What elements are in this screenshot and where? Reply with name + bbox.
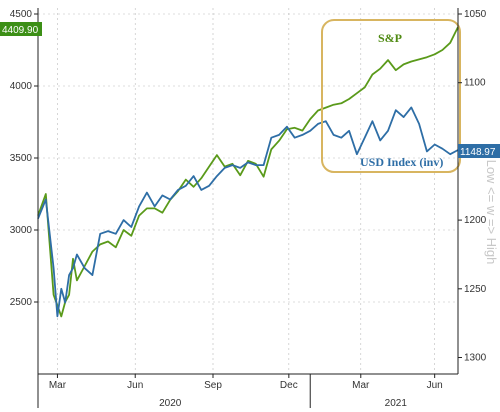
right-tick-label: 1100 <box>464 78 486 89</box>
x-tick-label: Mar <box>49 380 67 391</box>
usd-value-badge: 1148.97 <box>458 144 500 158</box>
x-tick-label: Sep <box>204 380 222 391</box>
usd-annotation: USD Index (inv) <box>360 155 443 169</box>
axes: 2500300035004000450010501100115012001250… <box>10 8 487 409</box>
gridlines <box>38 8 458 374</box>
usd-value-badge-text: 1148.97 <box>460 147 496 158</box>
x-tick-label: Jun <box>127 380 143 391</box>
left-tick-label: 4000 <box>10 81 33 92</box>
usd-series-line <box>37 106 459 318</box>
year-label: 2020 <box>159 398 182 409</box>
right-tick-label: 1300 <box>464 353 487 364</box>
right-tick-label: 1250 <box>464 284 487 295</box>
left-tick-label: 3000 <box>10 225 33 236</box>
sp-series-line <box>37 26 459 318</box>
x-tick-label: Dec <box>280 380 298 391</box>
sp-value-badge-text: 4409.90 <box>2 25 39 36</box>
highlight-box <box>321 19 461 173</box>
left-tick-label: 2500 <box>10 297 33 308</box>
x-tick-label: Jun <box>427 380 443 391</box>
left-tick-label: 3500 <box>10 153 33 164</box>
year-label: 2021 <box>385 398 408 409</box>
sp-annotation: S&P <box>378 31 402 45</box>
right-tick-label: 1200 <box>464 215 487 226</box>
sp-value-badge: 4409.90 <box>0 22 42 36</box>
series-lines <box>37 26 459 318</box>
right-axis-title: Low <= w => High <box>484 160 499 265</box>
left-tick-label: 4500 <box>10 9 33 20</box>
right-tick-label: 1050 <box>464 9 487 20</box>
x-tick-label: Mar <box>352 380 370 391</box>
